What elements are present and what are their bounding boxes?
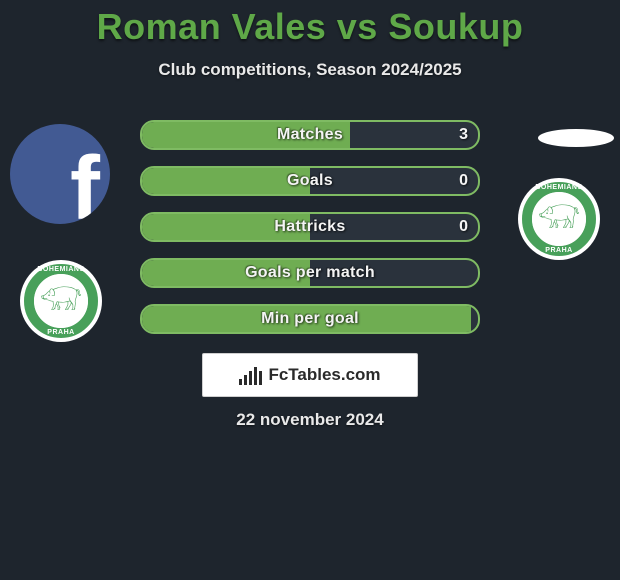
stat-value: 3 [459, 122, 468, 148]
club-badge-right: BOHEMIANS 𓃟 PRAHA [518, 178, 600, 260]
badge-text-top: BOHEMIANS [518, 184, 600, 191]
stat-label: Goals per match [142, 260, 478, 286]
club-badge-left: BOHEMIANS 𓃟 PRAHA [20, 260, 102, 342]
badge-text-top: BOHEMIANS [20, 266, 102, 273]
stat-label: Matches [142, 122, 478, 148]
stat-row: Min per goal [140, 304, 480, 334]
badge-text-bottom: PRAHA [518, 247, 600, 254]
stat-label: Hattricks [142, 214, 478, 240]
stat-row: Hattricks0 [140, 212, 480, 242]
player-right-avatar [538, 129, 614, 147]
stat-value: 0 [459, 168, 468, 194]
subtitle: Club competitions, Season 2024/2025 [0, 60, 620, 80]
stat-row: Goals per match [140, 258, 480, 288]
stat-row: Goals0 [140, 166, 480, 196]
player-left-avatar: f [10, 124, 110, 224]
kangaroo-icon: 𓃟 [40, 286, 83, 316]
bars-icon [239, 365, 262, 385]
stat-value: 0 [459, 214, 468, 240]
brand-text: FcTables.com [268, 365, 380, 385]
facebook-icon: f [70, 144, 100, 224]
kangaroo-icon: 𓃟 [538, 204, 581, 234]
stat-label: Min per goal [142, 306, 478, 332]
comparison-chart: Matches3Goals0Hattricks0Goals per matchM… [140, 120, 480, 350]
stat-label: Goals [142, 168, 478, 194]
badge-text-bottom: PRAHA [20, 329, 102, 336]
fctables-logo: FcTables.com [202, 353, 418, 397]
stat-row: Matches3 [140, 120, 480, 150]
page-title: Roman Vales vs Soukup [0, 0, 620, 48]
date-text: 22 november 2024 [0, 410, 620, 430]
